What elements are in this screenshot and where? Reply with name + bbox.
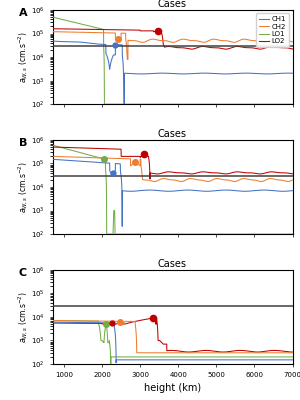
Y-axis label: $a_{W,s}$ (cm.s$^{-2}$): $a_{W,s}$ (cm.s$^{-2}$)	[16, 161, 30, 213]
Title: Cases: Cases	[158, 0, 187, 9]
Y-axis label: $a_{W,s}$ (cm.s$^{-2}$): $a_{W,s}$ (cm.s$^{-2}$)	[16, 31, 30, 83]
Title: Cases: Cases	[158, 259, 187, 269]
Text: A: A	[19, 8, 28, 18]
X-axis label: height (km): height (km)	[144, 383, 201, 393]
Text: B: B	[19, 138, 27, 148]
Text: C: C	[19, 268, 27, 278]
Title: Cases: Cases	[158, 129, 187, 139]
Legend: CH1, CH2, LO1, LO2: CH1, CH2, LO1, LO2	[256, 14, 289, 47]
Y-axis label: $a_{W,s}$ (cm.s$^{-2}$): $a_{W,s}$ (cm.s$^{-2}$)	[16, 291, 30, 343]
